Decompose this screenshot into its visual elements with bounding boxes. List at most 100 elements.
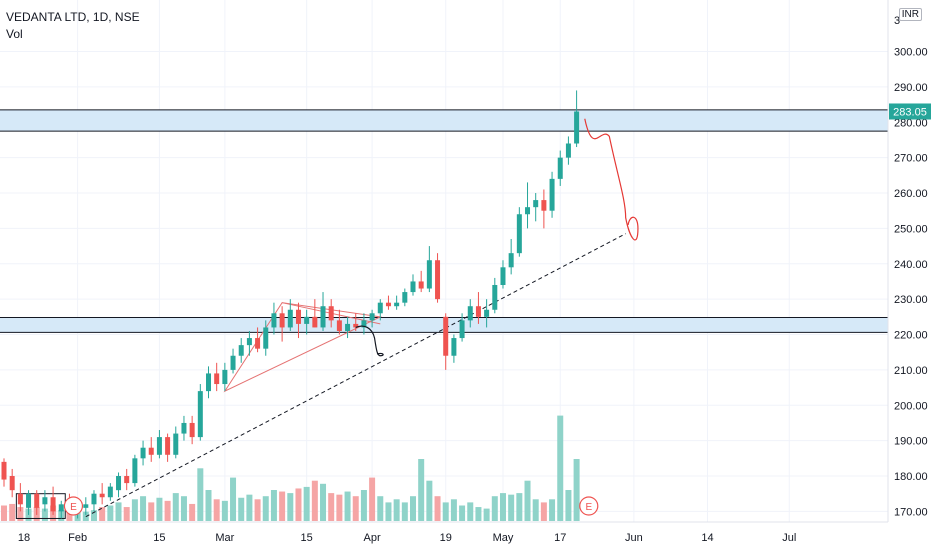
candle-body[interactable] bbox=[91, 493, 97, 505]
candle-body[interactable] bbox=[1, 461, 7, 480]
candle-body[interactable] bbox=[492, 284, 498, 310]
price-tick-label: 200.00 bbox=[894, 400, 928, 412]
breakout-scribble[interactable] bbox=[355, 325, 384, 357]
price-axis[interactable]: 170.00 180.00 190.00 200.00 210.00 220.00 230.… bbox=[887, 0, 931, 522]
candle-body[interactable] bbox=[222, 369, 228, 385]
volume-bar bbox=[540, 502, 547, 521]
candle-body[interactable] bbox=[508, 253, 514, 268]
candle-body[interactable] bbox=[279, 313, 285, 328]
volume-bar bbox=[377, 496, 384, 521]
candle-body[interactable] bbox=[377, 302, 383, 314]
time-axis[interactable]: 18 Feb 15 Mar 15 Apr 19 May 17 Jun 14 Jul bbox=[0, 521, 888, 544]
candle-body[interactable] bbox=[304, 316, 310, 324]
candle-body[interactable] bbox=[197, 391, 203, 438]
earnings-marker-label[interactable]: E bbox=[70, 502, 77, 513]
candle-body[interactable] bbox=[451, 338, 457, 356]
candle-body[interactable] bbox=[140, 447, 146, 459]
earnings-marker-label[interactable]: E bbox=[585, 502, 592, 513]
candle-body[interactable] bbox=[230, 355, 236, 370]
candle-body[interactable] bbox=[58, 504, 64, 512]
candle-body[interactable] bbox=[345, 323, 351, 331]
chart-legend: VEDANTA LTD, 1D, NSE Vol bbox=[6, 9, 140, 43]
candle-body[interactable] bbox=[42, 497, 48, 505]
candle-body[interactable] bbox=[116, 476, 122, 491]
candle-body[interactable] bbox=[271, 313, 277, 328]
candle-body[interactable] bbox=[394, 302, 400, 307]
volume-bar bbox=[344, 491, 351, 521]
candle-body[interactable] bbox=[181, 422, 187, 434]
symbol-title[interactable]: VEDANTA LTD, 1D, NSE bbox=[6, 10, 140, 24]
volume-bar bbox=[246, 494, 253, 521]
candle-body[interactable] bbox=[26, 493, 32, 508]
candle-body[interactable] bbox=[533, 200, 539, 208]
candle-body[interactable] bbox=[50, 497, 56, 512]
volume-bar bbox=[516, 493, 523, 521]
candle-body[interactable] bbox=[443, 316, 449, 356]
candle-body[interactable] bbox=[320, 306, 326, 328]
candle-body[interactable] bbox=[148, 447, 154, 455]
candle-body[interactable] bbox=[189, 422, 195, 438]
candle-body[interactable] bbox=[295, 309, 301, 324]
candle-body[interactable] bbox=[402, 292, 408, 303]
earnings-marker[interactable] bbox=[63, 496, 84, 516]
candle-body[interactable] bbox=[99, 493, 105, 498]
candle-body[interactable] bbox=[516, 214, 522, 254]
candle-body[interactable] bbox=[124, 476, 130, 484]
candlesticks[interactable] bbox=[1, 90, 580, 519]
last-price-badge[interactable] bbox=[889, 103, 931, 120]
candle-body[interactable] bbox=[500, 267, 506, 285]
candle-body[interactable] bbox=[263, 327, 269, 349]
candle-body[interactable] bbox=[165, 437, 171, 455]
candle-body[interactable] bbox=[557, 157, 563, 179]
candle-body[interactable] bbox=[214, 373, 220, 385]
candle-body[interactable] bbox=[435, 260, 441, 300]
candle-body[interactable] bbox=[255, 338, 261, 349]
candle-body[interactable] bbox=[312, 316, 318, 328]
candle-body[interactable] bbox=[565, 143, 571, 158]
candle-body[interactable] bbox=[353, 323, 359, 328]
triangle-pattern[interactable] bbox=[223, 302, 382, 393]
currency-label[interactable]: INR bbox=[898, 8, 922, 21]
candle-body[interactable] bbox=[17, 493, 23, 505]
candle-body[interactable] bbox=[9, 476, 15, 491]
volume-bar bbox=[385, 502, 392, 521]
volume-bar bbox=[180, 496, 187, 521]
last-price-label[interactable]: 283.05 bbox=[893, 106, 927, 118]
candle-body[interactable] bbox=[173, 433, 179, 455]
candle-body[interactable] bbox=[459, 320, 465, 339]
projection-scribble[interactable] bbox=[584, 118, 639, 241]
candle-body[interactable] bbox=[83, 504, 89, 508]
candle-body[interactable] bbox=[541, 200, 547, 211]
candle-body[interactable] bbox=[206, 373, 211, 392]
candle-body[interactable] bbox=[525, 207, 531, 215]
candle-body[interactable] bbox=[336, 320, 342, 331]
candle-body[interactable] bbox=[328, 306, 334, 321]
zone-fill[interactable] bbox=[0, 109, 888, 132]
candle-body[interactable] bbox=[410, 281, 416, 293]
candle-body[interactable] bbox=[34, 493, 40, 508]
earnings-marker[interactable] bbox=[579, 496, 599, 516]
candle-body[interactable] bbox=[361, 320, 367, 328]
volume-bar bbox=[524, 480, 531, 521]
candle-body[interactable] bbox=[287, 309, 293, 328]
candle-body[interactable] bbox=[107, 486, 113, 498]
candle-body[interactable] bbox=[574, 111, 580, 144]
volume-indicator-label[interactable]: Vol bbox=[6, 27, 23, 41]
candle-body[interactable] bbox=[467, 306, 473, 321]
candle-body[interactable] bbox=[132, 458, 138, 484]
candle-body[interactable] bbox=[246, 338, 252, 346]
candle-body[interactable] bbox=[475, 306, 481, 317]
candle-body[interactable] bbox=[418, 281, 424, 289]
highlight-box[interactable] bbox=[15, 493, 66, 519]
dashed-trendline[interactable] bbox=[85, 233, 626, 518]
time-tick-label: 15 bbox=[153, 532, 165, 544]
candle-body[interactable] bbox=[238, 345, 244, 356]
candle-body[interactable] bbox=[484, 309, 490, 317]
candle-body[interactable] bbox=[369, 313, 375, 321]
candle-body[interactable] bbox=[385, 302, 391, 307]
candle-body[interactable] bbox=[549, 178, 555, 211]
candle-body[interactable] bbox=[426, 260, 432, 289]
candle-body[interactable] bbox=[156, 437, 162, 455]
